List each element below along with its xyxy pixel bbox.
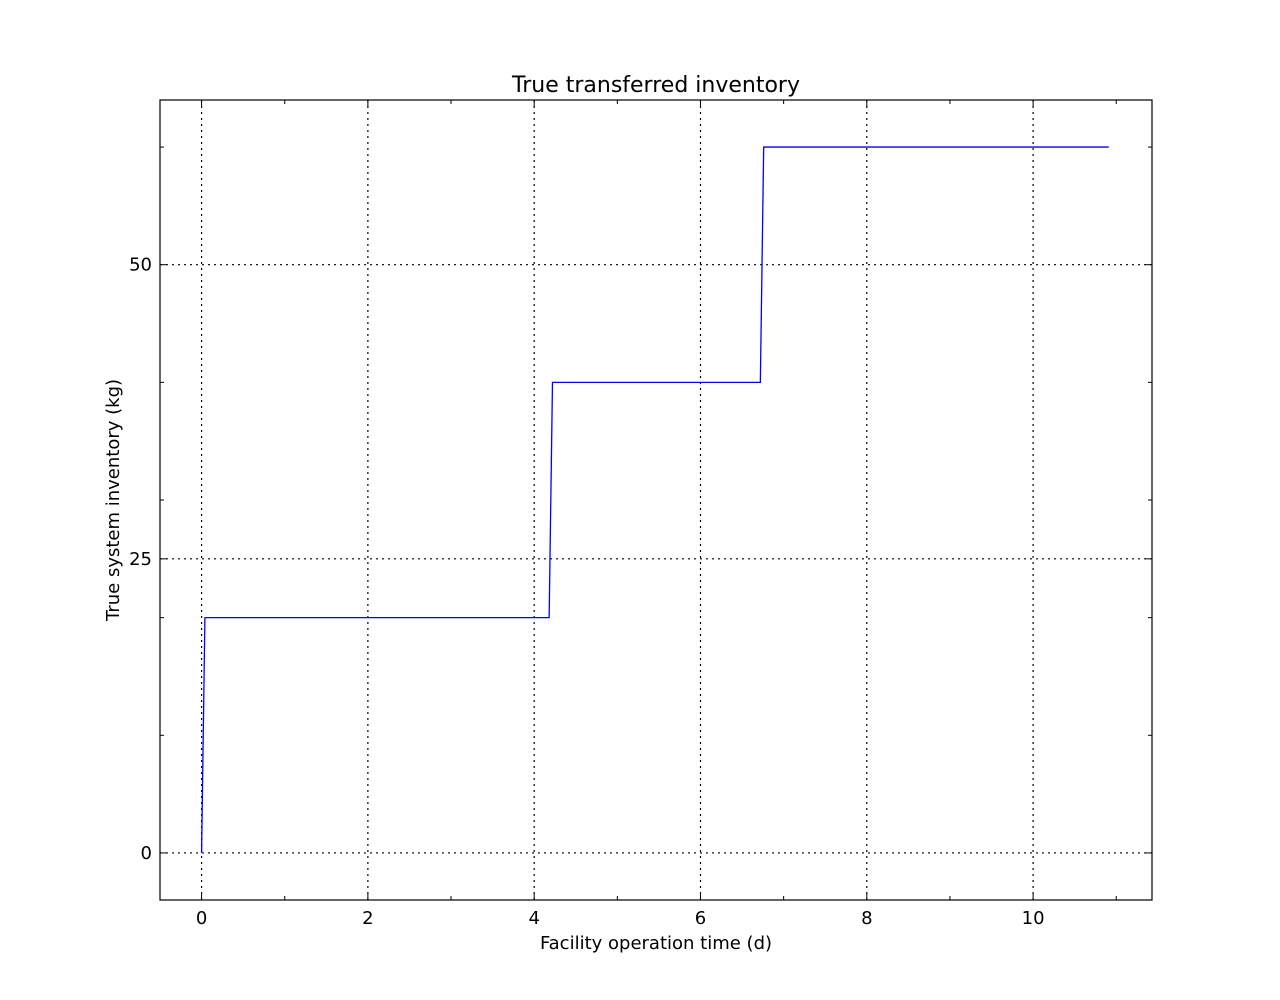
series-line-1 — [200, 146, 1109, 853]
x-axis-label: Facility operation time (d) — [540, 933, 772, 954]
x-tick-label: 6 — [695, 908, 706, 929]
grid — [160, 100, 1152, 900]
x-tick-label: 10 — [1022, 908, 1045, 929]
x-tick-label: 0 — [196, 908, 207, 929]
ticks — [160, 100, 1152, 900]
y-axis-label: True system inventory (kg) — [103, 379, 124, 622]
tick-labels: 0 2 4 6 8 10 0 25 50 — [129, 255, 1044, 929]
x-tick-label: 2 — [362, 908, 373, 929]
y-tick-label: 50 — [129, 255, 152, 276]
plot-frame — [159, 99, 1153, 901]
chart-title: True transferred inventory — [511, 73, 800, 98]
x-tick-label: 8 — [861, 908, 872, 929]
series-layer — [200, 146, 1109, 853]
y-tick-label: 0 — [141, 843, 152, 864]
y-tick-label: 25 — [129, 549, 152, 570]
x-tick-label: 4 — [528, 908, 539, 929]
